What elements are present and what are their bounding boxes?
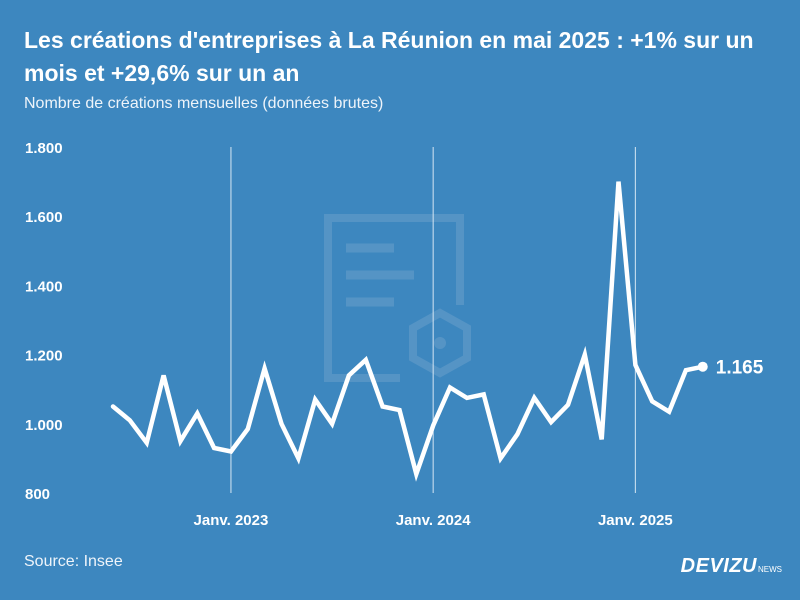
end-value-label: 1.165 bbox=[716, 358, 764, 379]
y-tick-label: 1.000 bbox=[25, 417, 63, 434]
source-note: Source: Insee bbox=[24, 553, 123, 570]
y-tick-label: 800 bbox=[25, 486, 50, 503]
x-tick-label: Janv. 2025 bbox=[598, 512, 673, 529]
x-tick-label: Janv. 2023 bbox=[194, 512, 269, 529]
document-badge-icon bbox=[324, 214, 471, 382]
y-tick-label: 1.400 bbox=[25, 278, 63, 295]
end-point bbox=[697, 361, 708, 372]
brand-logo: DEVIZUNEWS bbox=[681, 555, 782, 578]
series-line bbox=[110, 181, 706, 482]
chart-subtitle: Nombre de créations mensuelles (données … bbox=[24, 95, 384, 112]
y-tick-label: 1.600 bbox=[25, 209, 63, 226]
brand-name: DEVIZU bbox=[680, 555, 757, 577]
x-tick-label: Janv. 2024 bbox=[396, 512, 471, 529]
brand-subtext: NEWS bbox=[758, 565, 782, 574]
chart-title: Les créations d'entreprises à La Réunion… bbox=[24, 27, 754, 86]
y-tick-label: 1.800 bbox=[25, 140, 63, 157]
y-tick-label: 1.200 bbox=[25, 348, 63, 365]
